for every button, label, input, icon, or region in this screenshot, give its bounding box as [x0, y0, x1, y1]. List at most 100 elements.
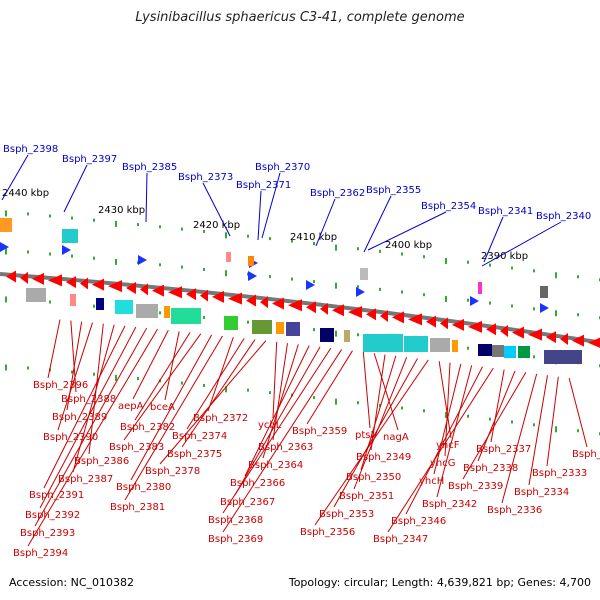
reverse-gene-arrow — [408, 313, 422, 326]
leader-line — [186, 338, 245, 430]
kbp-label: 2400 kbp — [385, 240, 432, 251]
leader-line — [353, 357, 408, 490]
bottom-gene-label: nagA — [383, 432, 409, 443]
reverse-gene-arrow — [380, 309, 388, 322]
bottom-gene-label: Bsph_2378 — [145, 466, 200, 477]
bottom-gene-label: Bsph_2349 — [356, 452, 411, 463]
leader-line — [261, 172, 281, 239]
scale-tick — [357, 285, 359, 289]
scale-tick — [533, 423, 535, 427]
gene-block — [452, 340, 458, 352]
leader-line — [202, 182, 231, 237]
reverse-gene-arrow — [440, 317, 448, 330]
reverse-gene-arrow — [320, 302, 328, 315]
reverse-gene-arrow — [140, 283, 148, 296]
scale-tick — [533, 307, 535, 311]
scale-tick — [313, 242, 315, 246]
scale-tick — [335, 244, 337, 251]
scale-tick — [313, 396, 315, 400]
bottom-gene-label: Bsph_2368 — [208, 515, 263, 526]
reverse-gene-arrow — [108, 280, 122, 293]
leader-line — [438, 361, 452, 439]
scale-tick — [159, 263, 161, 267]
leader-line — [444, 362, 451, 457]
scale-tick — [203, 315, 205, 319]
scale-tick — [401, 406, 403, 410]
leader-line — [360, 355, 397, 471]
scale-tick — [5, 364, 7, 371]
bottom-gene-label: Bsph_2351 — [339, 491, 394, 502]
scale-tick — [489, 263, 491, 267]
scale-tick — [49, 252, 51, 256]
gene-block — [492, 345, 504, 357]
bottom-gene-label: Bsph_2332 — [572, 449, 600, 460]
leader-line — [306, 350, 353, 425]
scale-tick — [313, 328, 315, 332]
scale-tick — [445, 295, 447, 302]
reverse-gene-arrow — [212, 290, 224, 303]
reverse-gene-arrow — [168, 286, 182, 299]
bottom-gene-label: Bsph_2374 — [172, 431, 227, 442]
scale-tick — [467, 414, 469, 418]
gene-block — [286, 322, 300, 336]
scale-tick — [27, 366, 29, 370]
forward-gene-arrow — [470, 296, 479, 306]
top-gene-label: Bsph_2355 — [366, 185, 421, 196]
gene-block — [360, 268, 368, 280]
scale-tick — [357, 247, 359, 251]
leader-line — [483, 216, 504, 263]
scale-tick — [423, 255, 425, 259]
leader-line — [39, 326, 137, 509]
scale-tick — [555, 426, 557, 433]
leader-line — [132, 330, 169, 400]
leader-line — [477, 370, 516, 462]
bottom-gene-label: yhcG — [430, 458, 456, 469]
scale-tick — [357, 333, 359, 337]
reverse-gene-arrow — [126, 281, 136, 294]
gene-block — [504, 346, 516, 358]
gene-block — [70, 294, 76, 306]
scale-tick — [27, 250, 29, 254]
reverse-gene-arrow — [228, 292, 242, 305]
top-gene-label: Bsph_2373 — [178, 172, 233, 183]
gene-block — [478, 282, 482, 294]
scale-tick — [225, 270, 227, 277]
leader-line — [528, 375, 548, 486]
reverse-gene-arrow — [528, 328, 542, 341]
bottom-gene-label: Bsph_2394 — [13, 548, 68, 559]
leader-line — [367, 211, 447, 251]
scale-tick — [445, 411, 447, 418]
scale-tick — [225, 232, 227, 239]
leader-line — [272, 341, 278, 419]
reverse-gene-arrow — [392, 311, 404, 324]
gene-block — [363, 334, 403, 352]
scale-tick — [423, 409, 425, 413]
scale-tick — [115, 258, 117, 265]
leader-line — [568, 378, 588, 448]
scale-tick — [5, 248, 7, 255]
leader-line — [181, 339, 256, 448]
gene-block — [430, 338, 450, 352]
leader-line — [314, 359, 429, 526]
scale-tick — [577, 275, 579, 279]
reverse-gene-arrow — [366, 308, 376, 321]
gene-block — [252, 320, 272, 334]
bottom-gene-label: Bsph_2390 — [43, 432, 98, 443]
gene-block — [276, 322, 284, 334]
gene-block — [96, 298, 104, 310]
bottom-gene-label: Bsph_2356 — [300, 527, 355, 538]
scale-tick — [137, 223, 139, 227]
gene-block — [26, 288, 46, 302]
leader-line — [257, 190, 262, 241]
reverse-gene-arrow — [306, 301, 316, 314]
reverse-gene-arrow — [260, 296, 268, 309]
reverse-gene-arrow — [186, 288, 196, 301]
scale-tick — [181, 265, 183, 269]
scale-tick — [247, 320, 249, 324]
leader-line — [234, 346, 321, 496]
scale-tick — [489, 301, 491, 305]
bottom-gene-label: Bsph_2342 — [422, 499, 477, 510]
gene-block — [518, 346, 530, 358]
leader-line — [70, 320, 77, 393]
leader-line — [262, 344, 299, 459]
